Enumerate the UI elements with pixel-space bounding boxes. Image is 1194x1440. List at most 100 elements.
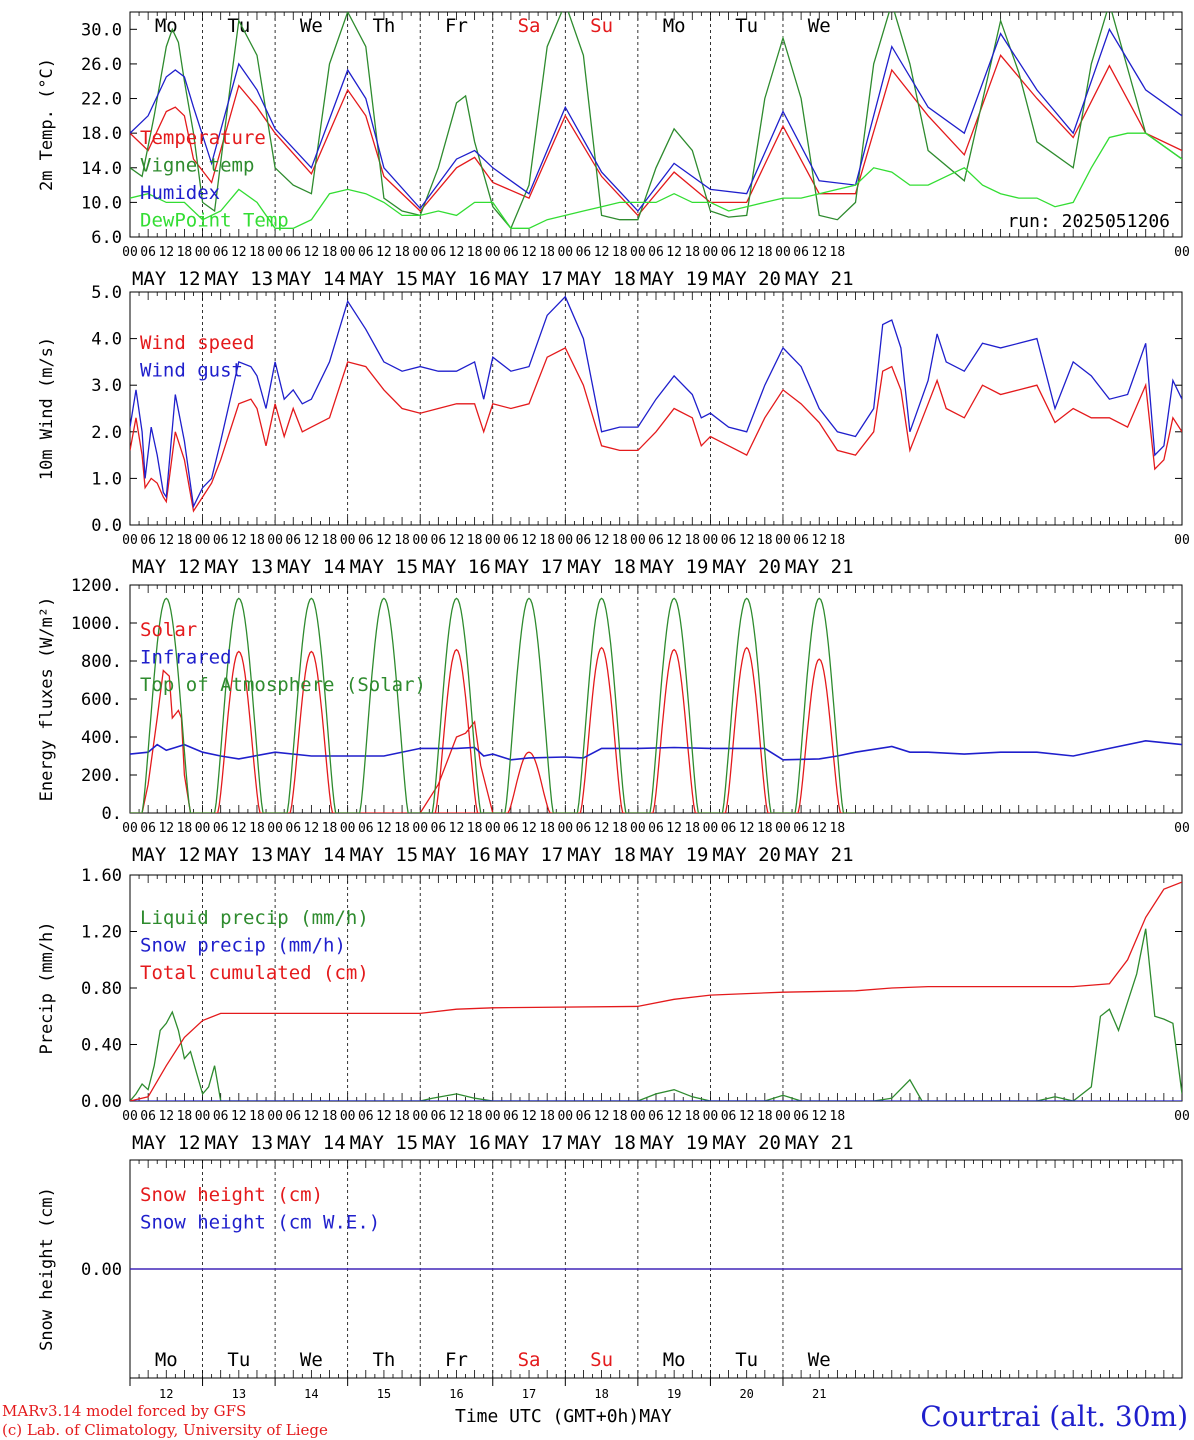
- day-number-label: 21: [812, 1387, 826, 1401]
- date-label: MAY 15: [350, 268, 419, 290]
- hour-tick-label: 00: [775, 533, 791, 548]
- date-label: MAY 14: [277, 556, 346, 578]
- day-number-label: 15: [377, 1387, 391, 1401]
- hour-tick-label: 06: [576, 533, 592, 548]
- hour-tick-label: 00: [195, 821, 211, 836]
- hour-tick-label: 00: [195, 533, 211, 548]
- day-number-label: 20: [739, 1387, 753, 1401]
- hour-tick-label: 18: [249, 1109, 265, 1124]
- date-label: MAY 15: [350, 844, 419, 866]
- location-label: Courtrai (alt. 30m): [920, 1400, 1188, 1433]
- hour-tick-label: 06: [576, 821, 592, 836]
- legend-entry: Top of Atmosphere (Solar): [140, 674, 426, 696]
- y-tick-label: 0.00: [81, 1260, 122, 1280]
- x-axis-label: Time UTC (GMT+0h)MAY: [455, 1406, 672, 1427]
- y-axis-label: Snow height (cm): [37, 1187, 57, 1351]
- hour-tick-label: 06: [576, 1109, 592, 1124]
- hour-tick-label: 00: [195, 245, 211, 260]
- hour-tick-label: 00: [267, 245, 283, 260]
- hour-tick-label: 00: [557, 1109, 573, 1124]
- hour-tick-label: 18: [757, 1109, 773, 1124]
- y-tick-label: 22.0: [81, 90, 122, 110]
- date-label: MAY 21: [785, 1132, 854, 1154]
- hour-tick-label: 18: [394, 821, 410, 836]
- weekday-label: Fr: [445, 15, 468, 37]
- date-label: MAY 19: [640, 844, 709, 866]
- y-axis-label: Precip (mm/h): [37, 921, 57, 1054]
- hour-tick-label: 00: [412, 533, 428, 548]
- hour-tick-label: 18: [830, 1109, 846, 1124]
- weekday-label: Su: [590, 1349, 613, 1371]
- date-label: MAY 21: [785, 556, 854, 578]
- date-label: MAY 12: [132, 556, 201, 578]
- hour-tick-label: 12: [739, 533, 755, 548]
- legend-entry: Snow height (cm W.E.): [140, 1212, 380, 1234]
- hour-tick-label: 18: [830, 821, 846, 836]
- hour-tick-label: 18: [612, 821, 628, 836]
- hour-tick-label: 06: [140, 533, 156, 548]
- legend-entry: Humidex: [140, 182, 220, 204]
- hour-tick-label: 18: [467, 533, 483, 548]
- y-tick-label: 30.0: [81, 20, 122, 40]
- hour-tick-label: 06: [503, 1109, 519, 1124]
- date-label: MAY 19: [640, 1132, 709, 1154]
- y-tick-label: 1.60: [81, 866, 122, 886]
- hour-tick-label: 00: [340, 1109, 356, 1124]
- hour-tick-label: 12: [521, 533, 537, 548]
- date-label: MAY 18: [567, 1132, 636, 1154]
- hour-tick-label: 06: [285, 533, 301, 548]
- hour-tick-label: 06: [648, 533, 664, 548]
- y-tick-label: 1200.: [71, 576, 122, 596]
- weekday-label: Fr: [445, 1349, 468, 1371]
- hour-tick-label: 06: [140, 1109, 156, 1124]
- panel-1: 6.0 10.0 14.0 18.0 22.0 26.0 30.0 2m Temp. (°C)…: [37, 11, 1190, 290]
- hour-tick-label: 00: [630, 1109, 646, 1124]
- date-label: MAY 17: [495, 1132, 564, 1154]
- date-label: MAY 21: [785, 268, 854, 290]
- date-label: MAY 20: [712, 1132, 781, 1154]
- hour-tick-label: 18: [539, 245, 555, 260]
- y-tick-label: 14.0: [81, 159, 122, 179]
- date-label: MAY 21: [785, 844, 854, 866]
- date-label: MAY 14: [277, 844, 346, 866]
- y-tick-label: 4.0: [91, 330, 122, 350]
- weekday-label: Sa: [518, 15, 541, 37]
- hour-tick-label: 00: [340, 245, 356, 260]
- series-group: [130, 881, 1182, 1101]
- hour-tick-label: 12: [158, 245, 174, 260]
- hour-tick-label: 18: [467, 821, 483, 836]
- hour-tick-label: 00: [557, 533, 573, 548]
- hour-tick-label: 18: [539, 533, 555, 548]
- y-tick-label: 3.0: [91, 376, 122, 396]
- hour-tick-label: 00: [630, 533, 646, 548]
- hour-tick-label: 18: [322, 245, 338, 260]
- hour-tick-label: 00: [703, 533, 719, 548]
- weekday-label: Sa: [518, 1349, 541, 1371]
- hour-tick-label: 12: [304, 821, 320, 836]
- hour-tick-label: 06: [358, 245, 374, 260]
- series-line-4: [130, 132, 1182, 229]
- date-label: MAY 17: [495, 556, 564, 578]
- y-tick-label: 1.0: [91, 469, 122, 489]
- y-tick-label: 400.: [81, 728, 122, 748]
- hour-tick-label: 06: [648, 821, 664, 836]
- hour-tick-label: 12: [376, 821, 392, 836]
- day-number-label: 19: [667, 1387, 681, 1401]
- hour-tick-label: 18: [539, 821, 555, 836]
- hour-tick-label: 12: [666, 533, 682, 548]
- y-tick-label: 0.80: [81, 979, 122, 999]
- hour-tick-label: 00: [267, 533, 283, 548]
- hour-tick-label: 00: [267, 1109, 283, 1124]
- hour-tick-label: 18: [612, 245, 628, 260]
- date-label: MAY 17: [495, 844, 564, 866]
- date-label: MAY 19: [640, 268, 709, 290]
- hour-tick-label: 12: [231, 1109, 247, 1124]
- day-number-label: 18: [594, 1387, 608, 1401]
- series-group: [130, 12, 1182, 230]
- hour-tick-label: 06: [358, 1109, 374, 1124]
- date-label: MAY 13: [205, 556, 274, 578]
- hour-tick-label: 00: [122, 533, 138, 548]
- plot-frame: [129, 584, 1183, 814]
- hour-tick-label: 00: [630, 245, 646, 260]
- date-label: MAY 12: [132, 268, 201, 290]
